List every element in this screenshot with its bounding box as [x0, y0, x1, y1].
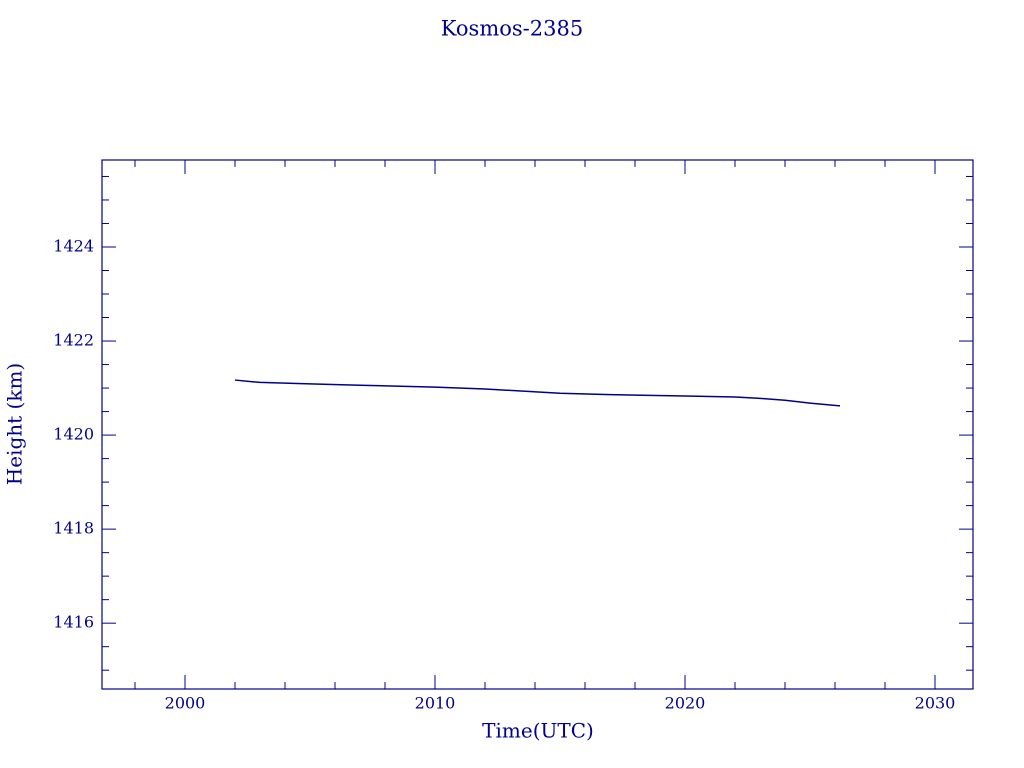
y-tick-label: 1422	[53, 331, 94, 350]
x-tick-label: 2000	[165, 694, 206, 713]
x-tick-label: 2030	[915, 694, 956, 713]
chart-title: Kosmos-2385	[441, 17, 583, 41]
x-axis-label: Time(UTC)	[482, 719, 594, 743]
y-axis-label: Height (km)	[3, 363, 27, 485]
x-tick-label: 2010	[415, 694, 456, 713]
data-line	[234, 379, 841, 407]
y-tick-label: 1420	[53, 425, 94, 444]
y-tick-label: 1418	[53, 519, 94, 538]
y-tick-label: 1416	[53, 613, 94, 632]
y-tick-label: 1424	[53, 236, 94, 255]
plot-frame	[101, 159, 974, 690]
x-tick-label: 2020	[665, 694, 706, 713]
